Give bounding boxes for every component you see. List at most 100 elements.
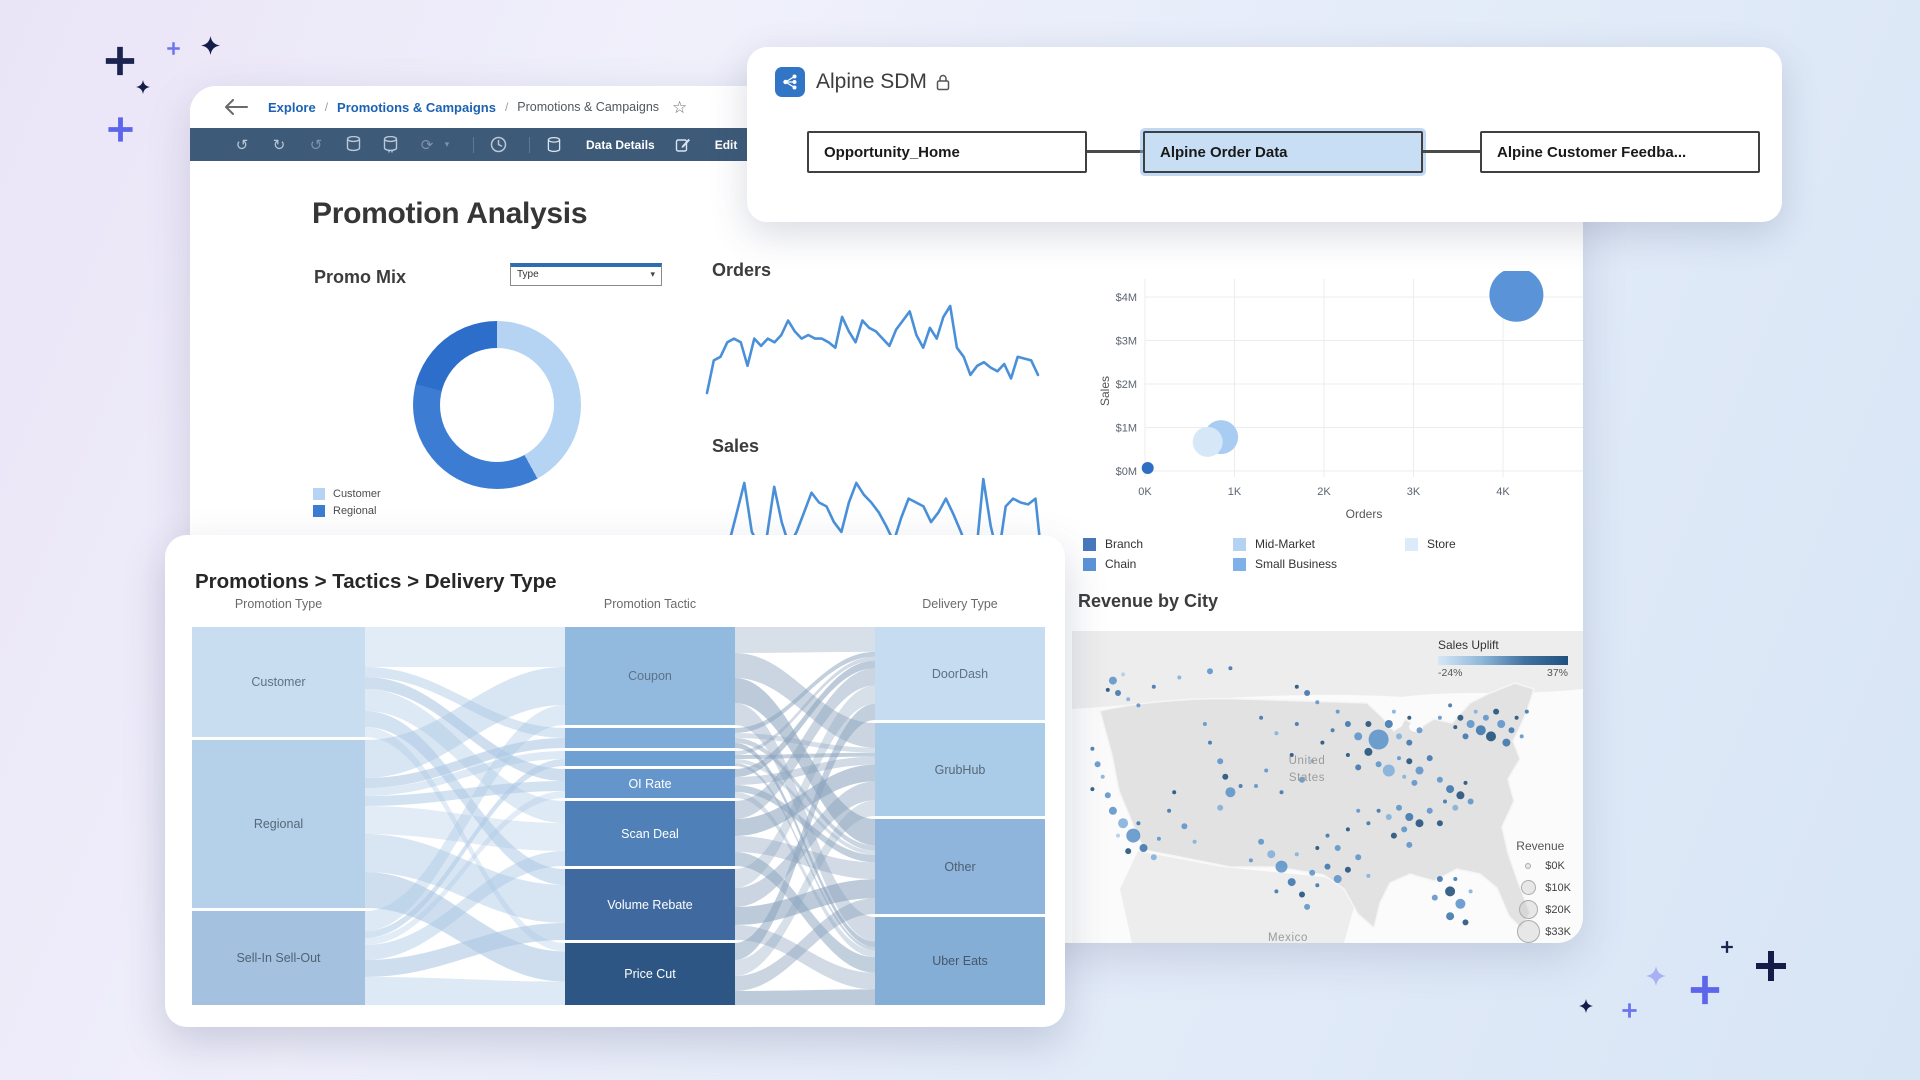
city-bubble[interactable]	[1502, 738, 1511, 747]
city-bubble[interactable]	[1267, 850, 1276, 859]
city-bubble[interactable]	[1426, 755, 1433, 762]
city-bubble[interactable]	[1315, 883, 1320, 888]
city-bubble[interactable]	[1275, 860, 1288, 873]
city-bubble[interactable]	[1456, 791, 1465, 800]
city-bubble[interactable]	[1406, 841, 1413, 848]
caret-down-icon[interactable]: ▾	[444, 139, 450, 149]
city-bubble[interactable]	[1136, 703, 1141, 708]
edit-button[interactable]: Edit	[714, 137, 738, 152]
city-bubble[interactable]	[1238, 784, 1243, 788]
city-bubble[interactable]	[1299, 891, 1305, 898]
city-bubble[interactable]	[1446, 785, 1455, 794]
city-bubble[interactable]	[1279, 790, 1284, 795]
city-bubble[interactable]	[1508, 727, 1515, 734]
city-bubble[interactable]	[1335, 709, 1340, 714]
city-bubble[interactable]	[1217, 804, 1224, 811]
city-bubble[interactable]	[1116, 833, 1120, 838]
sankey-node-other[interactable]: Other	[875, 819, 1045, 914]
city-bubble[interactable]	[1382, 764, 1395, 777]
favorite-star-icon[interactable]: ☆	[672, 97, 688, 117]
legend-item[interactable]: Chain	[1083, 557, 1233, 571]
city-bubble[interactable]	[1320, 740, 1325, 745]
city-bubble[interactable]	[1304, 903, 1311, 910]
revert-icon[interactable]: ↺	[309, 136, 323, 154]
back-arrow-icon[interactable]	[224, 99, 248, 115]
city-bubble[interactable]	[1355, 764, 1362, 771]
city-bubble[interactable]	[1415, 766, 1424, 775]
city-bubble[interactable]	[1202, 722, 1207, 726]
city-bubble[interactable]	[1344, 866, 1351, 873]
city-bubble[interactable]	[1497, 720, 1506, 728]
city-bubble[interactable]	[1493, 708, 1500, 715]
city-bubble[interactable]	[1324, 863, 1331, 870]
city-bubble[interactable]	[1368, 729, 1389, 750]
city-bubble[interactable]	[1397, 756, 1401, 761]
city-bubble[interactable]	[1167, 808, 1172, 813]
city-bubble[interactable]	[1207, 668, 1213, 675]
city-bubble[interactable]	[1355, 854, 1362, 861]
data-details-icon[interactable]	[544, 136, 564, 153]
city-bubble[interactable]	[1310, 759, 1315, 764]
city-bubble[interactable]	[1365, 721, 1372, 727]
sankey-node-sell-in-sell-out[interactable]: Sell-In Sell-Out	[192, 911, 365, 1005]
city-bubble[interactable]	[1090, 746, 1095, 751]
sankey-node-customer[interactable]: Customer	[192, 627, 365, 737]
legend-item[interactable]: Mid-Market	[1233, 537, 1405, 551]
city-bubble[interactable]	[1334, 845, 1341, 851]
sankey-node-price-cut[interactable]: Price Cut	[565, 943, 735, 1005]
city-bubble[interactable]	[1375, 761, 1382, 768]
city-bubble[interactable]	[1151, 684, 1156, 689]
pause-data-icon[interactable]	[380, 136, 400, 153]
city-bubble[interactable]	[1100, 774, 1105, 779]
legend-item[interactable]: Small Business	[1233, 557, 1405, 571]
model-node-alpine-order-data[interactable]: Alpine Order Data	[1143, 131, 1423, 173]
city-bubble[interactable]	[1289, 753, 1294, 757]
city-bubble[interactable]	[1259, 715, 1264, 720]
city-bubble[interactable]	[1462, 919, 1469, 926]
city-bubble[interactable]	[1453, 725, 1458, 730]
city-bubble[interactable]	[1436, 820, 1443, 827]
city-bubble[interactable]	[1391, 709, 1396, 714]
city-bubble[interactable]	[1406, 739, 1413, 746]
city-bubble[interactable]	[1402, 774, 1407, 779]
city-bubble[interactable]	[1139, 844, 1148, 852]
city-bubble[interactable]	[1315, 700, 1320, 705]
city-bubble[interactable]	[1192, 839, 1197, 844]
city-bubble[interactable]	[1446, 912, 1455, 921]
city-bubble[interactable]	[1104, 792, 1111, 799]
sankey-node-doordash[interactable]: DoorDash	[875, 627, 1045, 720]
city-bubble[interactable]	[1405, 813, 1414, 821]
city-bubble[interactable]	[1406, 758, 1413, 765]
revenue-map[interactable]: Sales Uplift -24% 37% United States Mexi…	[1072, 631, 1583, 943]
city-bubble[interactable]	[1258, 838, 1265, 845]
city-bubble[interactable]	[1524, 709, 1529, 714]
city-bubble[interactable]	[1254, 784, 1258, 788]
city-bubble[interactable]	[1287, 878, 1296, 887]
city-bubble[interactable]	[1309, 869, 1316, 876]
city-bubble[interactable]	[1105, 687, 1110, 692]
city-bubble[interactable]	[1366, 873, 1371, 878]
city-bubble[interactable]	[1172, 790, 1177, 795]
city-bubble[interactable]	[1094, 761, 1101, 768]
legend-item[interactable]: Store	[1405, 537, 1555, 551]
city-bubble[interactable]	[1181, 823, 1188, 830]
city-bubble[interactable]	[1345, 827, 1350, 832]
city-bubble[interactable]	[1482, 714, 1489, 721]
city-bubble[interactable]	[1486, 731, 1496, 742]
city-bubble[interactable]	[1108, 676, 1117, 685]
run-loop-icon[interactable]: ⟳	[420, 136, 434, 154]
city-bubble[interactable]	[1225, 787, 1236, 798]
city-bubble[interactable]	[1356, 808, 1361, 813]
city-bubble[interactable]	[1177, 675, 1182, 680]
city-bubble[interactable]	[1150, 854, 1157, 861]
city-bubble[interactable]	[1519, 734, 1524, 739]
scatter-bubble[interactable]	[1192, 426, 1223, 457]
sankey-node-uber-eats[interactable]: Uber Eats	[875, 917, 1045, 1005]
city-bubble[interactable]	[1345, 753, 1350, 757]
city-bubble[interactable]	[1364, 747, 1373, 756]
city-bubble[interactable]	[1453, 877, 1458, 881]
city-bubble[interactable]	[1222, 773, 1229, 780]
city-bubble[interactable]	[1333, 875, 1342, 883]
city-bubble[interactable]	[1294, 684, 1299, 689]
city-bubble[interactable]	[1467, 798, 1474, 805]
